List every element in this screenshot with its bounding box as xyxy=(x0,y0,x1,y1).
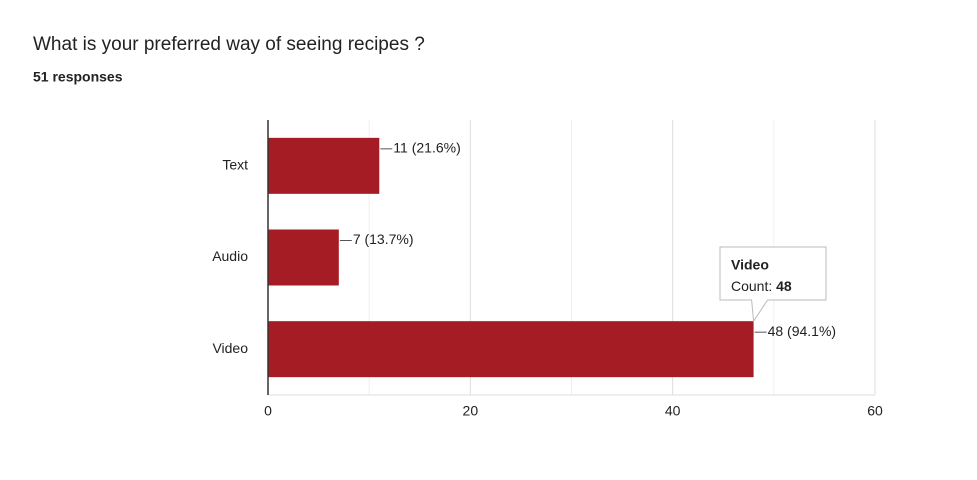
value-label: 48 (94.1%) xyxy=(768,323,836,339)
chart-title: What is your preferred way of seeing rec… xyxy=(33,34,425,55)
tooltip-box xyxy=(719,246,827,323)
y-tick-label: Video xyxy=(212,340,248,356)
tooltip-line: Count: 48 xyxy=(731,278,792,294)
y-tick-label: Audio xyxy=(212,248,248,264)
tooltip-label: Count: xyxy=(731,278,772,294)
x-tick-label: 20 xyxy=(463,403,479,419)
x-tick-label: 40 xyxy=(665,403,681,419)
value-label: 11 (21.6%) xyxy=(393,140,460,156)
value-label: 7 (13.7%) xyxy=(353,231,414,247)
bar xyxy=(268,137,380,194)
tooltip-value: 48 xyxy=(776,278,792,294)
bar xyxy=(268,321,754,378)
tooltip-title: Video xyxy=(731,257,769,273)
tooltip: Video Count: 48 xyxy=(719,246,827,323)
x-tick-label: 60 xyxy=(867,403,883,419)
y-tick-label: Text xyxy=(222,157,248,173)
response-count: 51 responses xyxy=(33,69,123,85)
bar xyxy=(268,229,339,286)
x-tick-label: 0 xyxy=(264,403,272,419)
